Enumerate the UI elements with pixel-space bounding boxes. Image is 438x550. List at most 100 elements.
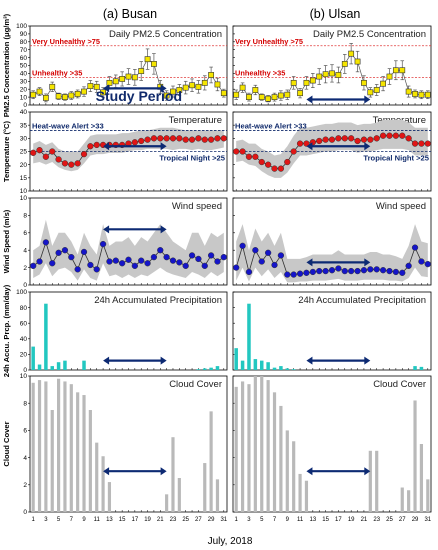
wind-marker <box>42 239 50 246</box>
precip-bar <box>266 362 270 370</box>
wind-marker <box>30 262 37 270</box>
wind-marker <box>93 266 100 273</box>
y-tick-label: 15 <box>20 175 28 182</box>
cloud-bar <box>400 487 404 512</box>
y-axis-label: PM2.5 Concentration (μg/m³) <box>2 13 11 117</box>
wind-marker <box>176 259 183 266</box>
temp-marker <box>30 149 37 156</box>
wind-marker <box>99 240 107 248</box>
pm-marker <box>246 94 252 100</box>
y-tick-label: 80 <box>20 305 28 312</box>
cloud-bar <box>407 490 411 512</box>
wind-marker <box>36 258 43 265</box>
cloud-bar <box>57 378 61 512</box>
x-tick-label: 11 <box>297 517 304 523</box>
y-tick-label: 8 <box>23 213 27 220</box>
study-period-arrow <box>103 84 167 93</box>
y-tick-label: 8 <box>23 400 27 407</box>
y-axis-label: Temperature (°C) <box>2 120 11 182</box>
pm-marker <box>239 84 246 91</box>
wind-marker <box>411 244 419 251</box>
precip-bar <box>56 362 61 370</box>
wind-marker <box>296 270 304 277</box>
pm-marker <box>258 94 265 100</box>
panel-title: Cloud Cover <box>373 379 426 390</box>
temp-marker <box>49 148 56 155</box>
threshold-label: Tropical Night >25 <box>363 154 429 163</box>
y-tick-label: 30 <box>20 136 28 143</box>
cloud-bar <box>63 381 67 512</box>
cloud-bar <box>240 381 245 512</box>
x-tick-label: 19 <box>348 517 355 523</box>
y-tick-label: 35 <box>20 122 28 129</box>
precip-bar <box>279 366 283 370</box>
wind-marker <box>245 268 253 276</box>
pm-marker <box>182 84 189 91</box>
plot-frame <box>29 375 228 513</box>
wind-marker <box>112 257 119 264</box>
cloud-bar <box>203 463 207 512</box>
x-tick-label: 5 <box>57 517 61 523</box>
x-tick-label: 13 <box>309 517 316 523</box>
study-period-arrow <box>306 356 371 365</box>
temp-marker <box>239 148 246 155</box>
temp-marker <box>214 135 221 142</box>
cloud-bar <box>266 380 270 512</box>
wind-marker <box>373 266 380 273</box>
wind-marker <box>258 258 265 265</box>
temp-marker <box>354 137 361 145</box>
cloud-bar <box>292 441 296 512</box>
temp-marker <box>182 136 189 143</box>
wind-marker <box>399 269 406 276</box>
y-tick-label: 60 <box>20 320 28 327</box>
x-tick-label: 11 <box>94 517 101 523</box>
temp-marker <box>258 158 265 166</box>
panel-title: Temperature <box>169 115 222 126</box>
temp-marker <box>335 135 342 142</box>
cloud-bar <box>37 380 42 512</box>
precip-bar <box>50 366 54 370</box>
threshold-label: Unhealthy >35 <box>235 68 285 77</box>
cloud-bar <box>247 384 251 512</box>
wind-marker <box>106 258 113 265</box>
wind-marker <box>195 255 202 263</box>
threshold-label: Unhealthy >35 <box>32 68 82 77</box>
wind-marker <box>335 265 342 272</box>
precip-bar <box>419 366 424 370</box>
x-tick-label: 17 <box>335 517 342 523</box>
cloud-bar <box>304 480 309 512</box>
x-tick-label: 29 <box>208 517 215 523</box>
temp-marker <box>373 135 380 142</box>
pm-marker <box>119 76 126 82</box>
y-tick-label: 20 <box>20 352 28 359</box>
y-tick-label: 100 <box>16 289 27 296</box>
precip-bar <box>215 366 220 370</box>
y-tick-label: 50 <box>20 63 28 70</box>
cloud-bar <box>426 479 430 512</box>
wind-marker <box>233 264 240 271</box>
precip-bar <box>285 368 290 370</box>
temp-marker <box>264 161 272 168</box>
temp-marker <box>176 135 183 142</box>
wind-marker <box>214 258 221 265</box>
temp-marker <box>348 135 355 142</box>
cloud-bar <box>101 456 105 512</box>
range-band <box>236 224 428 283</box>
x-tick-label: 3 <box>247 517 251 523</box>
pm-marker <box>303 79 310 86</box>
pm-marker <box>189 82 195 89</box>
panel-title: Daily PM2.5 Concentration <box>109 29 222 40</box>
temp-marker <box>144 136 151 143</box>
cloud-bar <box>31 382 35 512</box>
pm-marker <box>278 92 284 99</box>
study-period-arrow <box>103 225 167 234</box>
wind-marker <box>290 271 297 278</box>
precip-bar <box>253 359 258 370</box>
y-tick-label: 0 <box>23 367 27 374</box>
temp-marker <box>284 158 291 166</box>
wind-marker <box>157 247 164 254</box>
y-tick-label: 0 <box>23 282 27 289</box>
pm-marker <box>195 83 202 90</box>
